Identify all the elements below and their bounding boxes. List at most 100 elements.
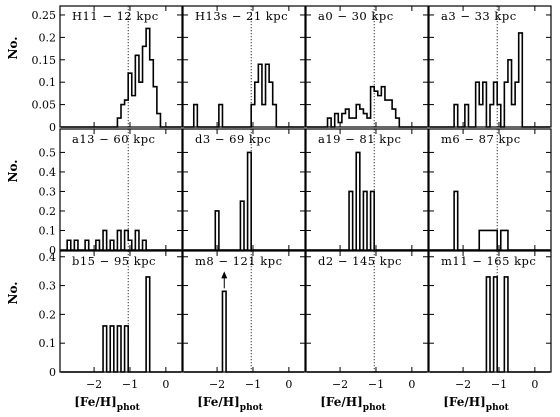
panel-frame [59, 5, 183, 128]
histogram-bin [146, 277, 150, 372]
histogram-series [61, 276, 181, 373]
histogram-bin [371, 191, 375, 250]
histogram-bin [367, 118, 371, 127]
y-tick-label: 0.1 [39, 224, 57, 237]
histogram-bin [117, 118, 121, 127]
histogram-bin [490, 230, 494, 250]
x-tick-label: 0 [162, 378, 169, 391]
y-tick-label: 0.3 [39, 185, 57, 198]
histogram-bin [396, 118, 400, 127]
panel-label: m6 − 87 kpc [441, 132, 521, 146]
histogram-bin [125, 100, 129, 127]
x-axis-label: [Fe/H]phot [74, 395, 140, 412]
y-axis-label: No. [6, 282, 20, 305]
histogram-bin [349, 191, 353, 250]
histogram-bin [269, 82, 273, 127]
panel-label: m11 − 165 kpc [441, 254, 536, 268]
x-axis-label-subscript: phot [117, 403, 141, 412]
y-tick-label: 0.1 [39, 337, 57, 350]
y-tick-label: 0.2 [39, 308, 57, 321]
panel: a3 − 33 kpc [428, 5, 552, 128]
y-axis-label: No. [6, 37, 20, 60]
panel: d2 − 145 kpc −2 −1 0 [305, 250, 429, 391]
histogram-bin [132, 96, 136, 127]
y-tick-label: 0.4 [39, 166, 57, 179]
x-tick-label: 0 [531, 378, 538, 391]
histogram-bin [262, 105, 266, 127]
histogram-bin [328, 118, 332, 127]
histogram-bin [258, 64, 262, 127]
histogram-series [430, 32, 550, 128]
panel-frame [428, 128, 552, 251]
y-tick-label: 0.1 [39, 76, 57, 89]
y-tick-label: 0 [49, 244, 56, 257]
histogram-bin [67, 240, 71, 250]
histogram-bin [454, 105, 458, 127]
y-tick-label: 0.25 [32, 9, 57, 22]
histogram-bin [110, 240, 114, 250]
x-tick-label: −1 [245, 378, 261, 391]
histogram-bin [153, 87, 157, 127]
histogram-bin [103, 230, 107, 250]
x-tick-label: −1 [491, 378, 507, 391]
histogram-bin [345, 109, 349, 127]
histogram-bin [483, 82, 487, 127]
panel-label: a13 − 60 kpc [72, 132, 156, 146]
histogram-bin [486, 230, 490, 250]
histogram-bin [360, 109, 364, 127]
y-axis-titles: No. No. No. [6, 37, 20, 305]
histogram-bin [519, 33, 523, 127]
x-axis-label: [Fe/H]phot [197, 395, 263, 412]
histogram-bin [353, 118, 357, 127]
histogram-bin [356, 105, 360, 127]
panel-frame [305, 5, 429, 128]
y-tick-label: 0 [49, 366, 56, 379]
histogram-bin [381, 87, 385, 127]
panels-layer: H11 − 12 kpc 0 0.05 0.1 0.15 0.2 0.25 H13s − 21… [32, 5, 552, 391]
x-axis-label-subscript: phot [240, 403, 264, 412]
panel: m11 − 165 kpc −2 −1 0 [428, 250, 552, 391]
x-tick-label: −2 [209, 378, 225, 391]
histogram-bin [512, 105, 516, 127]
histogram-bin [479, 230, 483, 250]
histogram-bin [378, 96, 382, 127]
histogram-bin [194, 105, 198, 127]
panel-label: H13s − 21 kpc [195, 9, 288, 23]
panel-label: d3 − 69 kpc [195, 132, 271, 146]
panel: a19 − 81 kpc [305, 128, 429, 251]
histogram-bin [128, 73, 132, 127]
panel-frame [182, 250, 306, 373]
histogram-bin [454, 191, 458, 250]
x-axis-label-subscript: phot [486, 403, 510, 412]
y-tick-label: 0 [49, 121, 56, 134]
histogram-bin [501, 230, 505, 250]
histogram-bin [139, 82, 143, 127]
histogram-bin [479, 105, 483, 127]
histogram-bin [349, 118, 353, 127]
histogram-bin [342, 114, 346, 127]
histogram-bin [504, 277, 508, 372]
y-tick-label: 0.2 [39, 31, 57, 44]
histogram-bin [121, 105, 125, 127]
histogram-bin [356, 152, 360, 250]
histogram-bin [494, 230, 498, 250]
histogram-bin [486, 277, 490, 372]
panel: H11 − 12 kpc 0 0.05 0.1 0.15 0.2 0.25 [32, 5, 183, 134]
histogram-bin [222, 291, 226, 372]
histogram-series [307, 151, 427, 251]
x-tick-label: −1 [368, 378, 384, 391]
histogram-bin [96, 240, 100, 250]
upper-limit-arrowhead [221, 271, 228, 279]
histogram-bin [255, 82, 259, 127]
panel: a13 − 60 kpc 0 0.1 0.2 0.3 0.4 0.5 [39, 128, 183, 257]
panel: a0 − 30 kpc [305, 5, 429, 128]
y-tick-label: 0.05 [32, 99, 57, 112]
histogram-bin [389, 100, 393, 127]
x-axis-label-subscript: phot [363, 403, 387, 412]
x-axis-label: [Fe/H]phot [320, 395, 386, 412]
histogram-series [184, 151, 304, 251]
histogram-bin [150, 60, 154, 127]
histogram-bin [371, 87, 375, 127]
histogram-bin [335, 114, 339, 127]
